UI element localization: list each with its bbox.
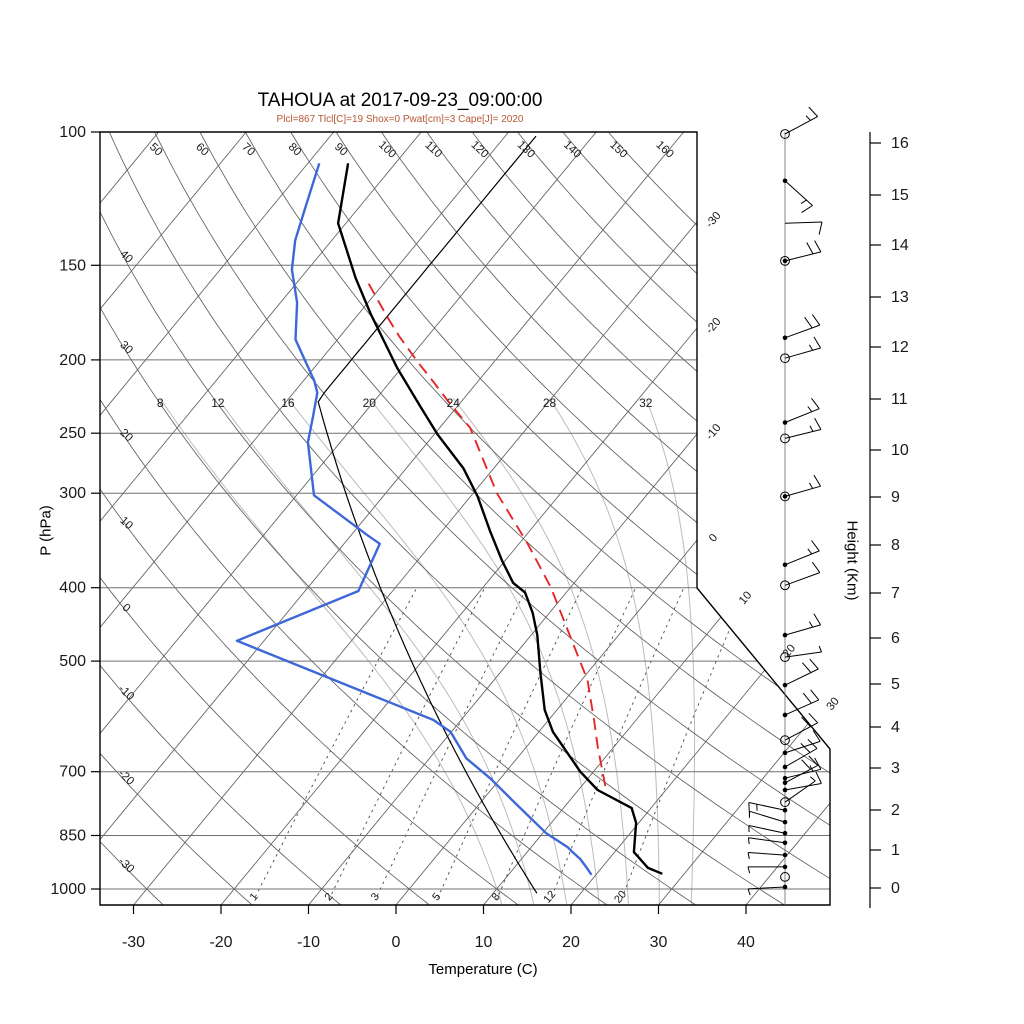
svg-text:1: 1 [248,891,261,903]
svg-text:8: 8 [891,537,900,554]
svg-text:300: 300 [59,485,86,502]
svg-text:16: 16 [891,135,909,152]
svg-text:1000: 1000 [50,881,86,898]
temperature-axis-title: Temperature (C) [428,961,538,978]
svg-text:10: 10 [891,442,909,459]
svg-text:7: 7 [891,585,900,602]
svg-text:1: 1 [891,842,900,859]
svg-text:80: 80 [286,141,304,159]
svg-text:20: 20 [363,396,377,410]
chart-subtitle: Plcl=867 Tlcl[C]=19 Shox=0 Pwat[cm]=3 Ca… [276,114,524,125]
svg-text:2: 2 [891,802,900,819]
svg-text:5: 5 [891,676,900,693]
svg-text:20: 20 [612,889,629,906]
svg-text:-20: -20 [704,316,724,336]
svg-text:5: 5 [430,891,443,903]
svg-text:70: 70 [239,141,257,159]
svg-text:150: 150 [59,257,86,274]
svg-text:110: 110 [422,139,444,160]
svg-text:30: 30 [650,934,668,951]
svg-text:28: 28 [543,396,557,410]
svg-text:100: 100 [59,124,86,141]
svg-text:-10: -10 [116,683,136,703]
svg-text:4: 4 [891,719,900,736]
svg-text:24: 24 [447,396,461,410]
svg-text:20: 20 [562,934,580,951]
svg-text:850: 850 [59,828,86,845]
svg-text:400: 400 [59,580,86,597]
svg-text:0: 0 [120,602,133,615]
svg-text:90: 90 [332,141,350,159]
svg-text:16: 16 [281,396,295,410]
svg-text:15: 15 [891,187,909,204]
svg-text:11: 11 [891,391,908,408]
svg-text:-10: -10 [704,422,724,442]
svg-text:8: 8 [157,396,164,410]
svg-text:14: 14 [891,237,909,254]
svg-text:500: 500 [59,653,86,670]
svg-text:0: 0 [891,880,900,897]
chart-title: TAHOUA at 2017-09-23_09:00:00 [257,90,543,111]
svg-text:-20: -20 [116,768,136,788]
svg-text:12: 12 [541,889,558,906]
svg-text:9: 9 [891,489,900,506]
svg-text:160: 160 [653,139,675,161]
svg-text:2: 2 [322,891,335,903]
svg-text:250: 250 [59,425,86,442]
svg-text:-10: -10 [297,934,320,951]
svg-text:0: 0 [707,532,720,545]
svg-text:3: 3 [891,760,900,777]
svg-text:3: 3 [369,891,382,903]
svg-text:60: 60 [193,141,211,159]
svg-text:6: 6 [891,630,900,647]
svg-text:0: 0 [392,934,401,951]
svg-text:10: 10 [737,589,754,607]
svg-text:150: 150 [607,139,629,161]
svg-text:40: 40 [737,934,755,951]
svg-text:10: 10 [475,934,493,951]
svg-text:13: 13 [891,289,909,306]
svg-text:-20: -20 [209,934,232,951]
svg-text:100: 100 [376,139,398,161]
svg-text:-30: -30 [704,210,724,230]
svg-text:12: 12 [211,396,225,410]
svg-text:32: 32 [639,396,653,410]
svg-text:-30: -30 [122,934,145,951]
svg-text:700: 700 [59,764,86,781]
svg-text:200: 200 [59,352,86,369]
svg-text:12: 12 [891,339,909,356]
svg-text:30: 30 [825,695,842,713]
svg-text:140: 140 [561,139,583,161]
svg-text:-30: -30 [116,856,136,876]
